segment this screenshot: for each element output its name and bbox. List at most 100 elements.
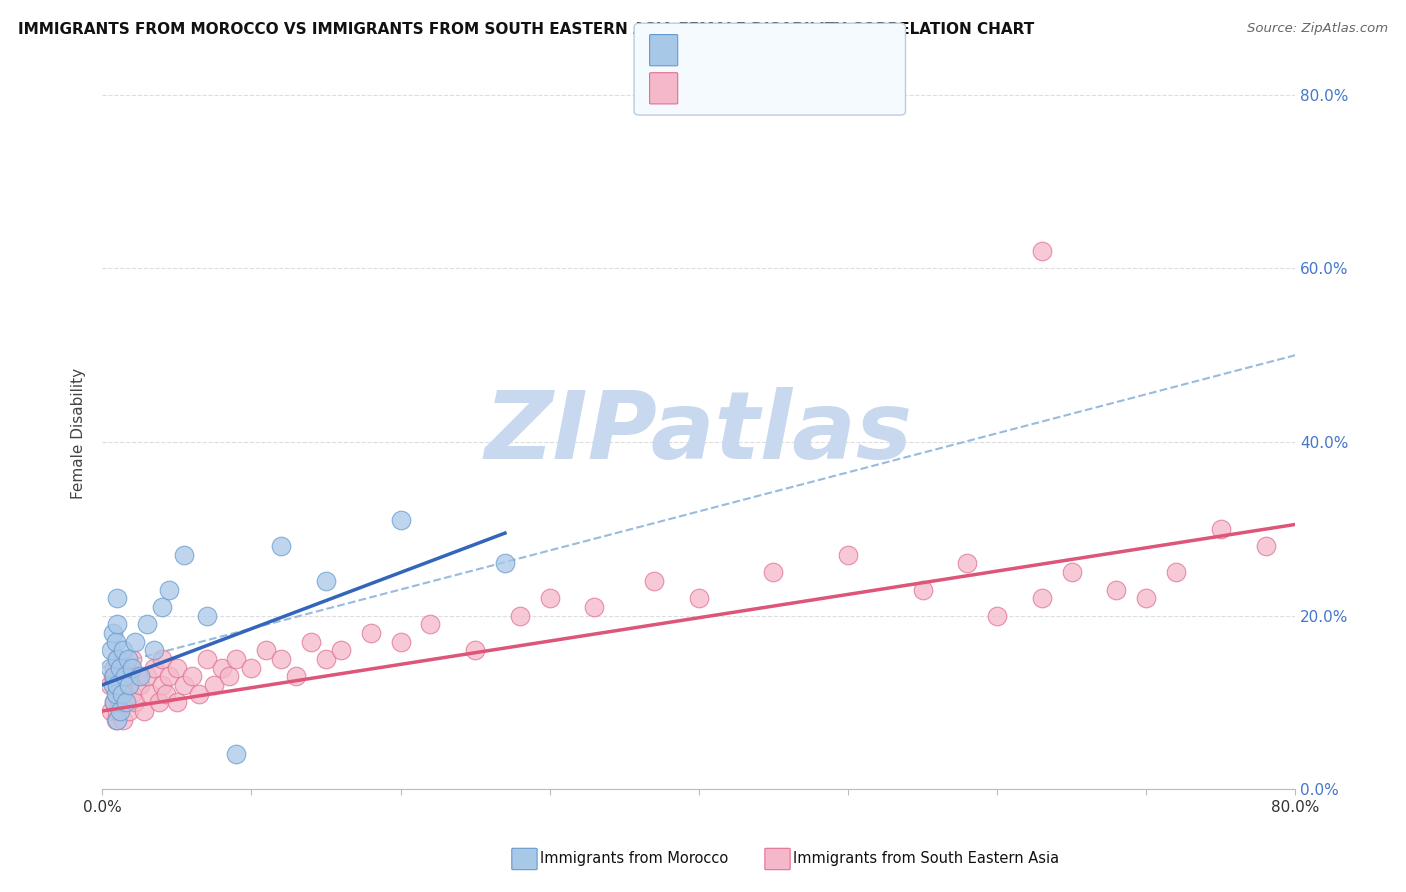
Point (1135, 591, 1157, 606)
Point (225, 652, 247, 666)
Point (114, 687, 136, 701)
Point (104, 713, 127, 727)
Point (1166, 565, 1188, 579)
Point (103, 669, 125, 683)
Point (128, 678, 150, 692)
Point (115, 695, 138, 709)
Point (110, 678, 132, 692)
Point (117, 678, 139, 692)
Point (104, 634, 127, 648)
Point (1105, 582, 1128, 597)
Point (188, 687, 211, 701)
Text: Immigrants from Morocco: Immigrants from Morocco (540, 852, 728, 866)
Point (127, 669, 149, 683)
Point (110, 687, 132, 701)
Point (104, 687, 127, 701)
Text: R = 0.453   N = 73: R = 0.453 N = 73 (688, 79, 858, 97)
Point (494, 557, 516, 571)
Point (155, 687, 177, 701)
Point (139, 687, 162, 701)
Point (315, 652, 337, 666)
Point (1031, 591, 1053, 606)
Point (150, 599, 173, 614)
Point (166, 695, 188, 709)
Point (270, 539, 292, 553)
Point (121, 652, 143, 666)
Text: Source: ZipAtlas.com: Source: ZipAtlas.com (1247, 22, 1388, 36)
Point (150, 678, 173, 692)
Text: Immigrants from South Eastern Asia: Immigrants from South Eastern Asia (793, 852, 1059, 866)
Point (114, 669, 136, 683)
Point (118, 678, 141, 692)
Point (103, 695, 125, 709)
Point (108, 695, 131, 709)
Point (128, 669, 150, 683)
Point (956, 557, 979, 571)
Point (112, 643, 135, 657)
Point (225, 747, 247, 762)
Point (105, 652, 128, 666)
Point (120, 669, 142, 683)
Point (100, 704, 122, 718)
Point (285, 669, 308, 683)
Point (105, 713, 128, 727)
Point (98, 678, 121, 692)
Point (105, 678, 128, 692)
Point (688, 591, 710, 606)
Point (240, 660, 263, 674)
Point (538, 591, 561, 606)
Point (148, 695, 170, 709)
Point (986, 608, 1008, 623)
Point (108, 704, 131, 718)
Y-axis label: Female Disability: Female Disability (72, 368, 86, 499)
Point (101, 678, 124, 692)
Point (211, 660, 233, 674)
Point (143, 643, 166, 657)
Text: R = 0.380   N = 35: R = 0.380 N = 35 (688, 41, 858, 59)
Point (1254, 539, 1277, 553)
Point (180, 669, 202, 683)
Point (105, 669, 128, 683)
Point (105, 704, 128, 718)
Point (103, 660, 125, 674)
Point (299, 634, 322, 648)
Point (136, 617, 159, 632)
Point (101, 626, 124, 640)
Point (118, 704, 141, 718)
Point (121, 660, 143, 674)
Point (132, 704, 155, 718)
Point (166, 660, 188, 674)
Point (136, 669, 159, 683)
Point (218, 669, 240, 683)
Point (583, 599, 606, 614)
Point (105, 591, 128, 606)
Point (105, 617, 128, 632)
Point (105, 678, 128, 692)
Point (157, 669, 180, 683)
Point (360, 626, 382, 640)
Point (114, 660, 136, 674)
Point (389, 634, 412, 648)
Point (1209, 522, 1232, 536)
Point (101, 669, 124, 683)
Point (464, 643, 486, 657)
Point (202, 678, 225, 692)
Point (124, 634, 146, 648)
Point (108, 660, 131, 674)
Point (270, 652, 292, 666)
Point (195, 652, 218, 666)
Point (173, 678, 195, 692)
Text: ZIPatlas: ZIPatlas (485, 387, 912, 479)
Point (509, 608, 531, 623)
Point (195, 608, 218, 623)
Point (115, 695, 138, 709)
Point (117, 652, 139, 666)
Point (157, 582, 180, 597)
Point (1031, 244, 1053, 258)
Point (837, 548, 859, 562)
Point (98, 660, 121, 674)
Point (1060, 565, 1083, 579)
Point (143, 660, 166, 674)
Point (105, 687, 128, 701)
Point (911, 582, 934, 597)
